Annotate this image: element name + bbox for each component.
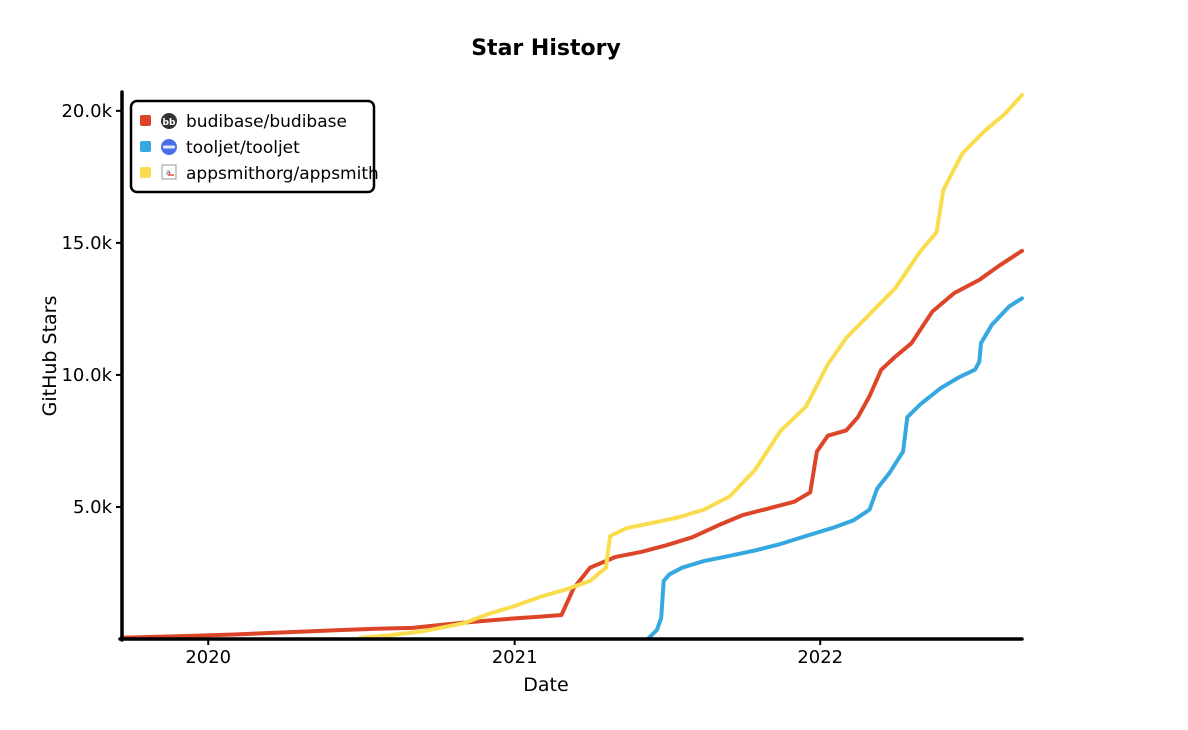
legend-swatch-tooljet: [140, 141, 151, 152]
x-tick-label: 2021: [492, 647, 538, 668]
legend-label-appsmith: appsmithorg/appsmith: [186, 164, 379, 184]
svg-text:bb: bb: [163, 118, 176, 128]
series-line-appsmithorg: [358, 93, 1024, 640]
x-tick-label: 2022: [797, 647, 843, 668]
legend-item-tooljet: tooljet/tooljet: [140, 138, 300, 158]
x-axis-ticks: 2020 2021 2022: [185, 639, 843, 668]
tooljet-logo-icon: [161, 139, 177, 155]
legend-swatch-budibase: [140, 115, 151, 126]
series-lines: [120, 93, 1024, 641]
series-line-tooljet: [646, 296, 1024, 641]
legend-item-appsmith: a appsmithorg/appsmith: [140, 164, 379, 184]
budibase-logo-icon: bb: [161, 113, 177, 129]
svg-text:a: a: [166, 168, 171, 177]
y-axis-label: GitHub Stars: [39, 296, 61, 417]
legend-box: [129, 99, 376, 194]
chart-title: Star History: [471, 36, 621, 61]
x-axis-label: Date: [523, 674, 568, 696]
y-tick-label: 10.0k: [61, 365, 112, 386]
x-tick-label: 2020: [185, 647, 231, 668]
legend-swatch-appsmith: [140, 167, 151, 178]
series-line-budibase: [120, 248, 1024, 640]
legend-item-budibase: bb budibase/budibase: [140, 112, 347, 132]
y-tick-label: 5.0k: [73, 497, 113, 518]
y-axis-ticks: 5.0k 10.0k 15.0k 20.0k: [61, 101, 122, 518]
legend-label-tooljet: tooljet/tooljet: [186, 138, 300, 158]
legend-label-budibase: budibase/budibase: [186, 112, 347, 132]
legend: bb budibase/budibase tooljet/tooljet a a…: [129, 99, 379, 194]
appsmith-logo-icon: a: [161, 164, 177, 180]
y-tick-label: 15.0k: [61, 233, 112, 254]
y-tick-label: 20.0k: [61, 101, 112, 122]
